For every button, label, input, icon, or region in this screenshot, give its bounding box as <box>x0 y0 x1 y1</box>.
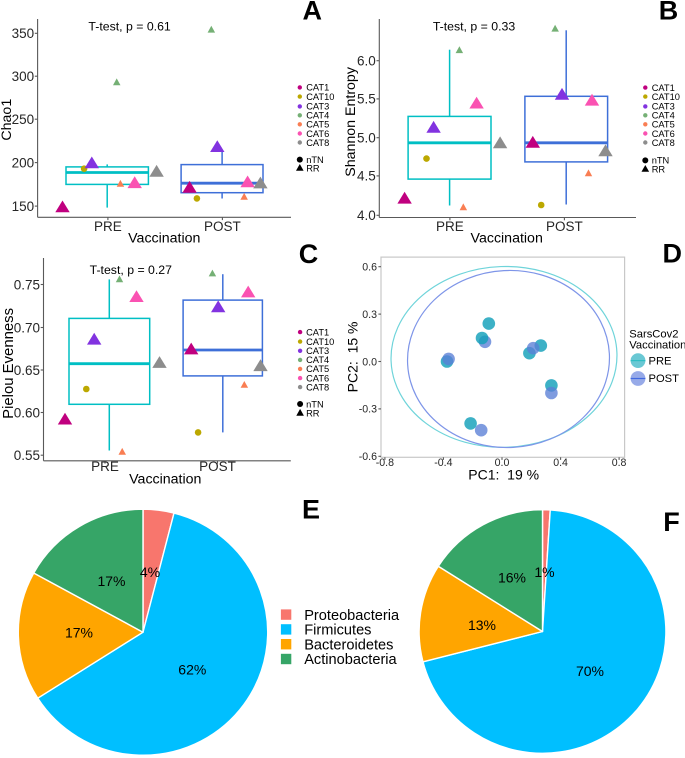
svg-text:CAT5: CAT5 <box>306 364 329 374</box>
svg-text:70%: 70% <box>576 663 604 679</box>
svg-text:350: 350 <box>12 26 35 41</box>
svg-text:5.5: 5.5 <box>357 92 376 107</box>
svg-text:PRE: PRE <box>91 459 119 474</box>
svg-text:CAT1: CAT1 <box>652 83 675 93</box>
svg-text:Vaccination: Vaccination <box>629 340 685 352</box>
svg-text:A: A <box>303 0 323 26</box>
svg-text:5.0: 5.0 <box>357 131 376 146</box>
svg-text:0.6: 0.6 <box>362 262 377 274</box>
svg-text:POST: POST <box>199 459 236 474</box>
svg-text:17%: 17% <box>97 573 125 589</box>
svg-text:POST: POST <box>204 219 241 234</box>
svg-text:CAT3: CAT3 <box>652 102 675 112</box>
svg-text:CAT3: CAT3 <box>306 102 329 112</box>
svg-text:4.0: 4.0 <box>357 208 376 223</box>
svg-text:Vaccination: Vaccination <box>471 231 543 247</box>
svg-text:Bacteroidetes: Bacteroidetes <box>304 637 393 653</box>
svg-text:E: E <box>302 495 320 525</box>
svg-text:Actinobacteria: Actinobacteria <box>304 652 397 668</box>
svg-text:PC1: 19 %: PC1: 19 % <box>468 466 539 482</box>
svg-text:0.3: 0.3 <box>362 309 377 321</box>
svg-text:nTN: nTN <box>652 156 670 166</box>
svg-text:POST: POST <box>546 219 583 234</box>
svg-text:0.70: 0.70 <box>14 320 40 335</box>
svg-text:CAT1: CAT1 <box>306 327 329 337</box>
svg-text:16%: 16% <box>498 570 526 586</box>
svg-text:PRE: PRE <box>94 219 122 234</box>
svg-text:CAT10: CAT10 <box>652 92 680 102</box>
svg-text:T-test, p = 0.27: T-test, p = 0.27 <box>90 263 173 277</box>
svg-text:-0.4: -0.4 <box>434 457 452 469</box>
svg-text:CAT8: CAT8 <box>306 382 329 392</box>
svg-text:CAT4: CAT4 <box>652 111 675 121</box>
svg-text:CAT3: CAT3 <box>306 346 329 356</box>
svg-text:150: 150 <box>12 199 35 214</box>
svg-text:0.4: 0.4 <box>553 457 568 469</box>
svg-text:0.0: 0.0 <box>362 356 377 368</box>
svg-text:Proteobacteria: Proteobacteria <box>304 608 400 624</box>
svg-text:4.5: 4.5 <box>357 169 376 184</box>
svg-text:F: F <box>663 507 680 537</box>
svg-text:PC2: 15 %: PC2: 15 % <box>345 321 361 392</box>
svg-text:CAT6: CAT6 <box>306 129 329 139</box>
svg-text:6.0: 6.0 <box>357 54 376 69</box>
svg-text:0.8: 0.8 <box>612 457 627 469</box>
svg-text:Pielou Evenness: Pielou Evenness <box>1 308 17 419</box>
svg-text:250: 250 <box>12 112 35 127</box>
svg-text:CAT4: CAT4 <box>306 355 329 365</box>
svg-text:0.60: 0.60 <box>14 405 40 420</box>
svg-text:CAT8: CAT8 <box>306 138 329 148</box>
svg-text:CAT8: CAT8 <box>652 138 675 148</box>
svg-text:0.65: 0.65 <box>14 363 40 378</box>
svg-text:0.55: 0.55 <box>14 448 40 463</box>
svg-text:PRE: PRE <box>649 355 672 367</box>
svg-text:CAT5: CAT5 <box>652 120 675 130</box>
svg-text:T-test, p = 0.33: T-test, p = 0.33 <box>433 20 516 34</box>
svg-text:RR: RR <box>306 408 320 418</box>
svg-text:CAT6: CAT6 <box>652 129 675 139</box>
svg-text:C: C <box>299 239 319 269</box>
svg-text:-0.6: -0.6 <box>359 451 377 463</box>
svg-text:Chao1: Chao1 <box>0 99 15 141</box>
svg-text:200: 200 <box>12 155 35 170</box>
svg-text:B: B <box>659 0 679 26</box>
svg-text:13%: 13% <box>468 617 496 633</box>
svg-text:CAT6: CAT6 <box>306 373 329 383</box>
svg-text:0.75: 0.75 <box>14 277 40 292</box>
svg-text:T-test, p = 0.61: T-test, p = 0.61 <box>88 20 171 34</box>
svg-text:CAT4: CAT4 <box>306 111 329 121</box>
svg-text:4%: 4% <box>140 564 160 580</box>
svg-text:SarsCov2: SarsCov2 <box>629 328 678 340</box>
svg-text:Vaccination: Vaccination <box>129 471 201 487</box>
svg-text:CAT5: CAT5 <box>306 120 329 130</box>
svg-text:nTN: nTN <box>306 155 324 165</box>
svg-text:D: D <box>663 239 683 269</box>
svg-text:62%: 62% <box>178 662 206 678</box>
svg-text:nTN: nTN <box>306 399 324 409</box>
svg-text:0.0: 0.0 <box>495 457 510 469</box>
svg-text:Shannon Entropy: Shannon Entropy <box>343 66 359 177</box>
svg-text:300: 300 <box>12 69 35 84</box>
svg-text:PRE: PRE <box>436 219 464 234</box>
svg-text:RR: RR <box>306 163 320 173</box>
svg-text:POST: POST <box>649 373 680 385</box>
svg-text:17%: 17% <box>65 624 93 640</box>
svg-text:-0.8: -0.8 <box>376 457 394 469</box>
svg-text:-0.3: -0.3 <box>359 404 377 416</box>
svg-text:1%: 1% <box>534 564 554 580</box>
svg-text:Firmicutes: Firmicutes <box>304 623 371 639</box>
svg-text:CAT10: CAT10 <box>306 337 334 347</box>
svg-text:Vaccination: Vaccination <box>128 231 200 247</box>
svg-text:CAT10: CAT10 <box>306 92 334 102</box>
svg-text:CAT1: CAT1 <box>306 83 329 93</box>
svg-text:RR: RR <box>652 164 666 174</box>
